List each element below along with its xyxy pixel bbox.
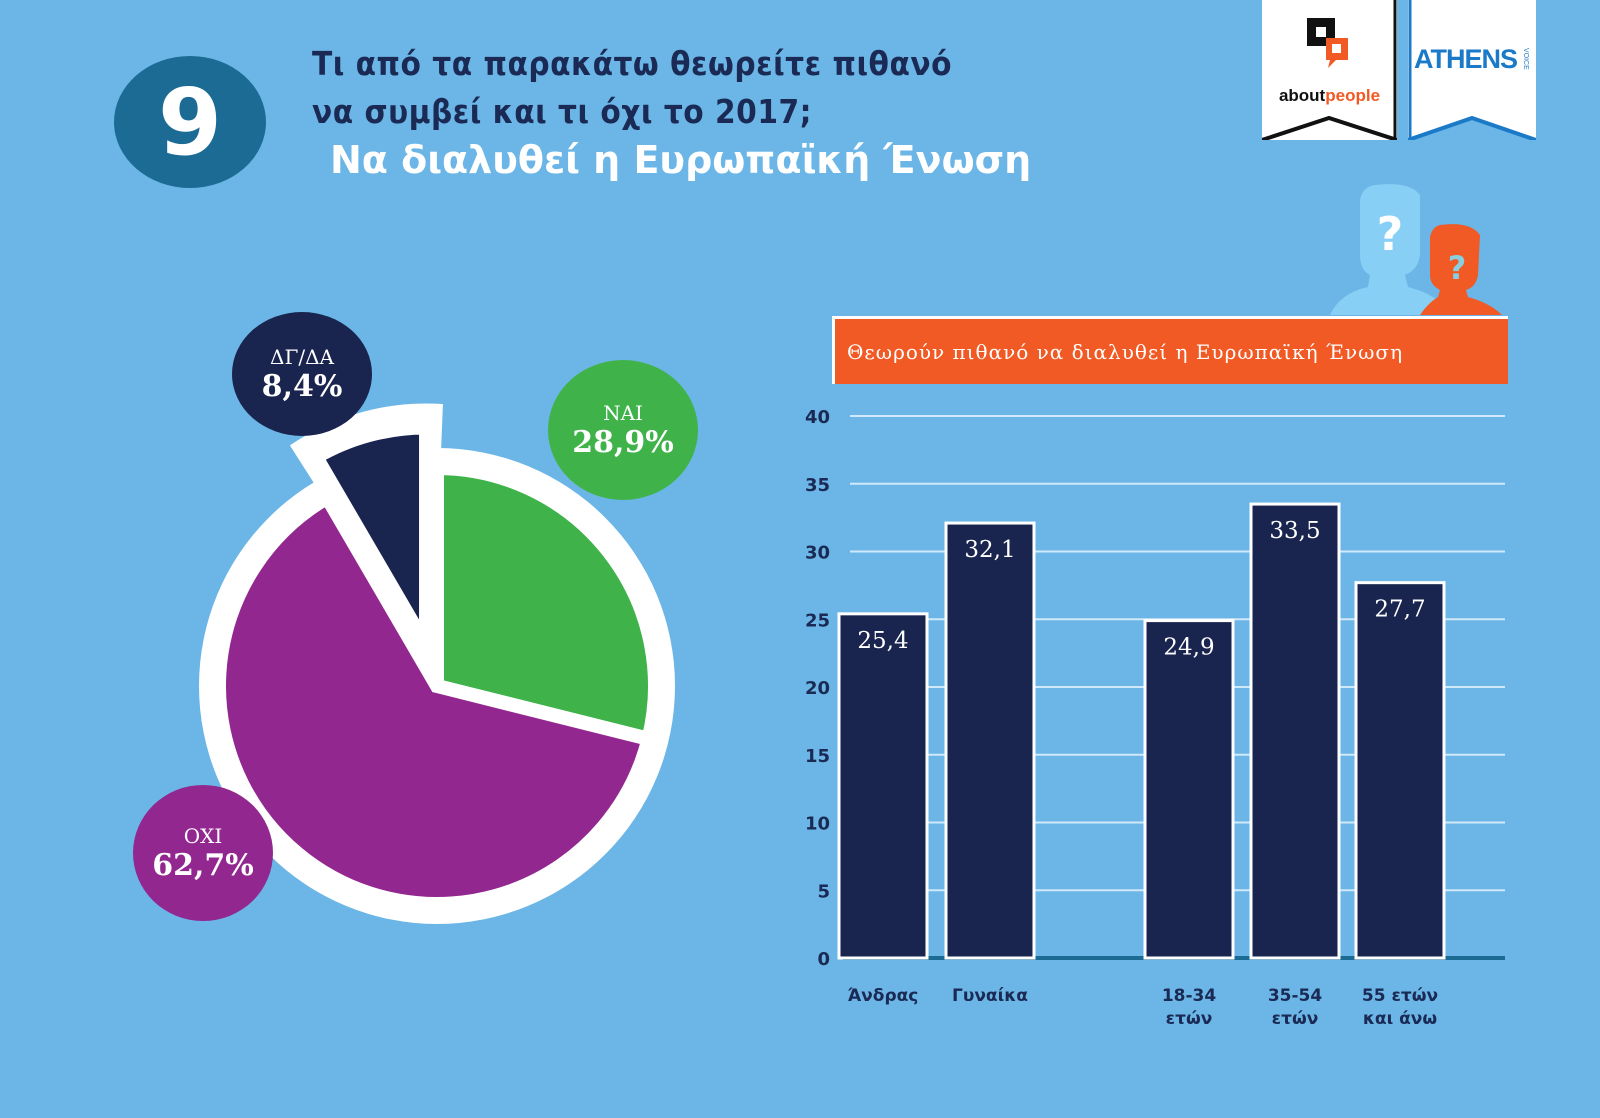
x-tick-label: ετών <box>1272 1009 1319 1029</box>
athens-voice-logo: ATHENS VOICE <box>1408 0 1536 140</box>
pie-label-dk: ΔΓ/ΔΑ 8,4% <box>232 312 372 436</box>
x-tick-label: 55 ετών <box>1362 986 1438 1006</box>
pie-chart <box>199 403 675 924</box>
voice-wordmark: VOICE <box>1522 48 1529 70</box>
pie-slice-2 <box>306 420 434 672</box>
bar-value-label: 27,7 <box>1374 597 1425 623</box>
person-silhouette-icon: ? <box>1330 184 1450 315</box>
y-tick-label: 10 <box>805 814 830 835</box>
y-tick-label: 20 <box>805 678 830 699</box>
aboutpeople-wordmark: aboutpeople <box>1278 86 1381 105</box>
question-number-badge: 9 <box>114 56 266 188</box>
pie-label-no: ΟΧΙ 62,7% <box>133 785 273 921</box>
pie-label-dk-value: 8,4% <box>261 368 343 404</box>
y-tick-label: 15 <box>805 746 830 767</box>
x-tick-label: 35-54 <box>1268 986 1323 1006</box>
question-line-2: να συμβεί και τι όχι το 2017; <box>312 92 813 131</box>
pie-label-yes-value: 28,9% <box>572 424 674 460</box>
pie-label-no-name: ΟΧΙ <box>183 823 223 848</box>
y-tick-label: 35 <box>805 475 830 496</box>
aboutpeople-ribbon-shape <box>1262 0 1397 140</box>
bar-value-label: 33,5 <box>1269 518 1320 544</box>
bar-chart-title-banner: Θεωρούν πιθανό να διαλυθεί η Ευρωπαϊκή Έ… <box>832 316 1508 384</box>
x-tick-label: Άνδρας <box>848 986 919 1006</box>
y-tick-label: 40 <box>805 407 830 428</box>
bar-1 <box>944 521 1036 960</box>
y-tick-label: 25 <box>805 610 830 631</box>
speech-bubbles-icon <box>1307 18 1348 68</box>
y-tick-label: 0 <box>817 949 830 970</box>
y-tick-label: 30 <box>805 543 830 564</box>
y-tick-label: 5 <box>817 881 830 902</box>
x-tick-label: ετών <box>1166 1009 1213 1029</box>
pie-label-dk-name: ΔΓ/ΔΑ <box>270 344 334 369</box>
question-subtitle: Να διαλυθεί η Ευρωπαϊκή Ένωση <box>330 138 1032 182</box>
pie-label-yes: ΝΑΙ 28,9% <box>548 360 698 500</box>
pie-slice-1 <box>212 488 657 911</box>
silhouettes-illustration: ? ? <box>1330 184 1502 315</box>
x-tick-label: 18-34 <box>1162 986 1217 1006</box>
bar-value-label: 25,4 <box>857 628 908 654</box>
question-line-1: Τι από τα παρακάτω θεωρείτε πιθανό <box>312 44 952 83</box>
bar-value-label: 32,1 <box>964 537 1015 563</box>
question-mark-icon: ? <box>1448 249 1467 287</box>
question-title: Τι από τα παρακάτω θεωρείτε πιθανό να συ… <box>312 40 952 136</box>
aboutpeople-logo: aboutpeople <box>1262 0 1397 140</box>
question-mark-icon: ? <box>1377 207 1404 261</box>
bar-3 <box>1249 502 1341 960</box>
x-tick-label: και άνω <box>1363 1009 1438 1029</box>
pie-label-yes-name: ΝΑΙ <box>603 400 643 425</box>
bar-0 <box>837 612 929 960</box>
bar-4 <box>1354 581 1446 960</box>
person-silhouette-orange-icon: ? <box>1420 224 1502 315</box>
pie-slice-0 <box>430 460 662 748</box>
athens-wordmark: ATHENS <box>1414 44 1518 74</box>
bar-2 <box>1143 619 1235 960</box>
athens-ribbon-shape <box>1408 0 1536 140</box>
pie-label-no-value: 62,7% <box>152 847 254 883</box>
x-tick-label: Γυναίκα <box>952 986 1028 1006</box>
bar-value-label: 24,9 <box>1163 635 1214 661</box>
